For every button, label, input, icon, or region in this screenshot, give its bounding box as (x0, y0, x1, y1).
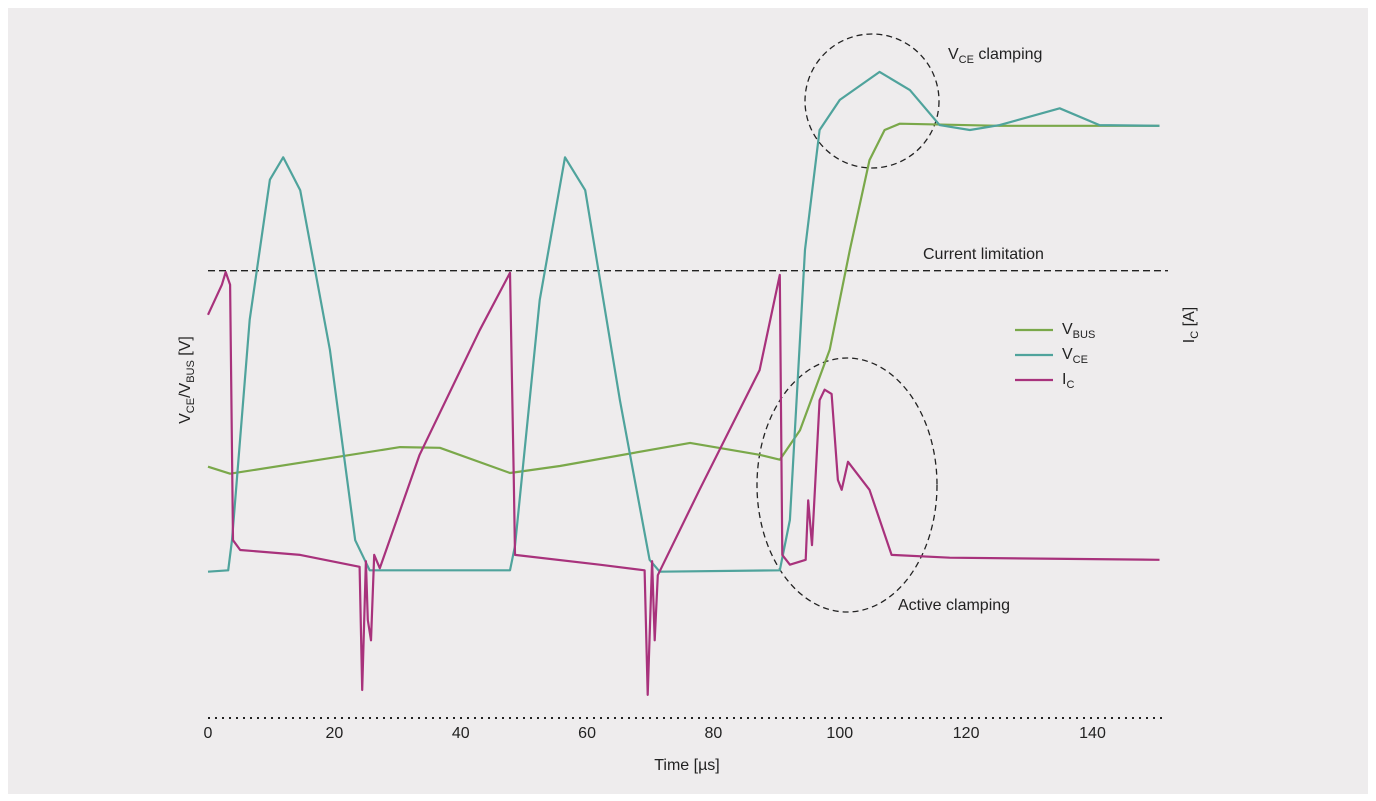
annotation: VCE clamping (948, 46, 1042, 66)
x-tick-label: 120 (953, 725, 980, 742)
label-part: V (948, 46, 959, 63)
label-part: C (1189, 331, 1201, 339)
series-line (207, 122, 1160, 475)
label-part: [V] (177, 336, 194, 360)
label-part: V (1062, 346, 1073, 363)
series-line (207, 70, 1160, 573)
label-part: C (1066, 379, 1074, 391)
label-part: clamping (974, 46, 1042, 63)
active-clamping-ellipse (756, 357, 938, 613)
series-line (207, 271, 1160, 696)
legend-label: VCE (1062, 346, 1088, 366)
x-tick-label: 20 (325, 725, 343, 742)
label-part: Active clamping (898, 597, 1010, 614)
legend-label: IC (1062, 371, 1074, 391)
x-tick-label: 40 (452, 725, 470, 742)
label-part: [A] (1181, 307, 1198, 331)
label-part: I (1062, 371, 1066, 388)
label-part: /V (177, 382, 194, 397)
label-part: I (1181, 339, 1198, 343)
x-tick-label: 100 (826, 725, 853, 742)
annotation: Active clamping (898, 597, 1010, 614)
x-axis-label: Time [µs] (654, 757, 720, 774)
y-axis-label: VCE/VBUS [V] (177, 336, 197, 424)
x-tick-label: 60 (578, 725, 596, 742)
vce-clamping-ellipse (804, 33, 940, 169)
y2-axis-label: IC [A] (1181, 307, 1201, 343)
x-tick-label: 140 (1079, 725, 1106, 742)
label-part: CE (185, 398, 197, 413)
current-limit-label: Current limitation (923, 246, 1044, 263)
label-part: CE (959, 54, 974, 66)
label-part: BUS (185, 360, 197, 383)
chart-background (8, 8, 1368, 794)
label-part: BUS (1073, 329, 1096, 341)
x-tick-label: 80 (705, 725, 723, 742)
x-tick-label: 0 (204, 725, 213, 742)
label-part: V (177, 413, 194, 424)
label-part: V (1062, 321, 1073, 338)
legend-label: VBUS (1062, 321, 1095, 341)
label-part: CE (1073, 354, 1088, 366)
